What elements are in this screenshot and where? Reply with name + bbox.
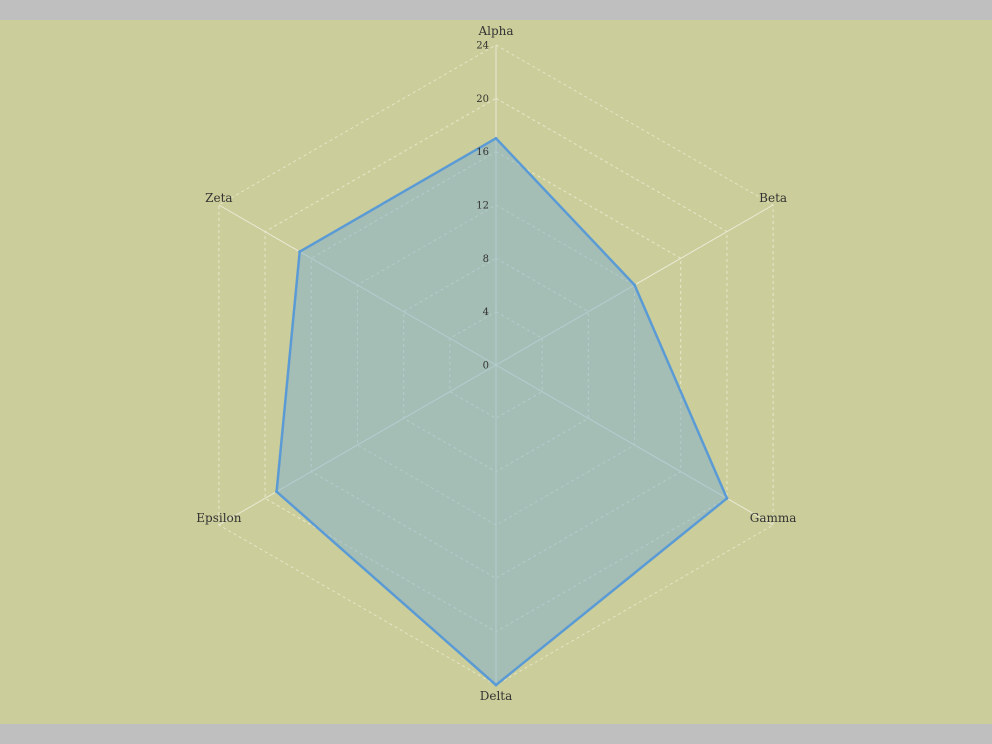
axis-label-zeta: Zeta xyxy=(205,191,232,205)
axis-label-epsilon: Epsilon xyxy=(196,511,242,525)
data-point xyxy=(275,490,279,494)
tick-labels: 0 4 8 12 16 20 24 xyxy=(476,41,489,372)
tick-label: 16 xyxy=(476,147,489,158)
axis-labels: Alpha Beta Gamma Delta Epsilon Zeta xyxy=(196,24,796,703)
tick-label: 0 xyxy=(483,361,489,372)
series-layer xyxy=(275,136,729,687)
tick-label: 8 xyxy=(483,254,489,265)
tick-label: 24 xyxy=(476,41,489,52)
data-point xyxy=(494,683,498,687)
tick-label: 4 xyxy=(483,307,489,318)
axis-label-alpha: Alpha xyxy=(477,24,513,38)
data-point xyxy=(633,283,637,287)
axis-label-delta: Delta xyxy=(480,689,513,703)
data-point xyxy=(494,136,498,140)
radar-chart: 0 4 8 12 16 20 24 Alpha Beta Gamma Delta Epsilon Ze… xyxy=(0,20,992,724)
axis-label-gamma: Gamma xyxy=(750,511,797,525)
axis-label-beta: Beta xyxy=(759,191,787,205)
tick-label: 20 xyxy=(476,94,489,105)
tick-label: 12 xyxy=(476,201,489,212)
data-point xyxy=(298,250,302,254)
data-point xyxy=(725,496,729,500)
